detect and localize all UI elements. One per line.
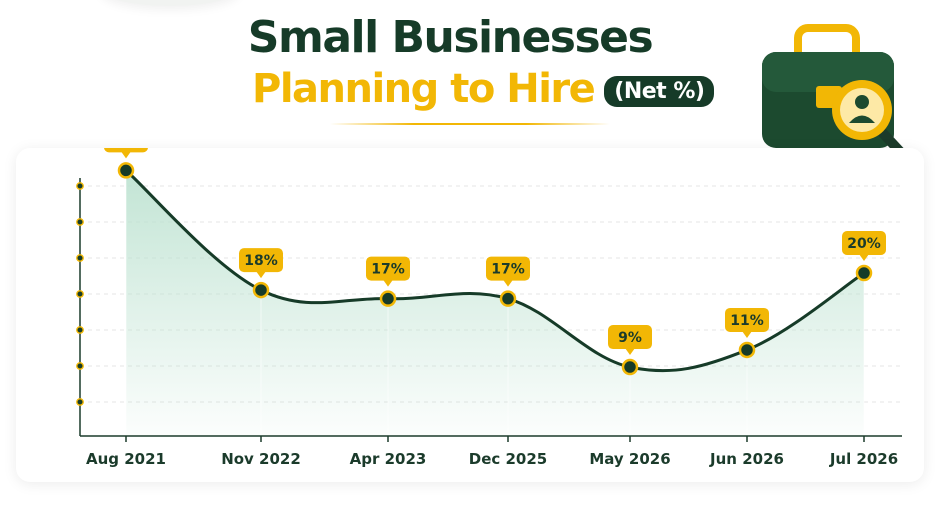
title-row-2: Planning to Hire (Net %) <box>252 66 715 112</box>
data-label-box-3 <box>486 256 530 281</box>
data-label-1: 18% <box>244 253 278 269</box>
line-chart: Aug 2021 Nov 2022 Apr 2023 Dec 2025 May 2026… <box>76 148 902 468</box>
net-percent-badge: (Net %) <box>604 75 715 107</box>
data-point-3 <box>499 290 517 307</box>
x-tick-label-2: Apr 2023 <box>350 450 427 468</box>
y-axis-tick-1 <box>76 218 84 226</box>
data-label-4: 9% <box>618 330 642 346</box>
y-axis-tick-6 <box>76 398 84 406</box>
data-label-pointer-3 <box>503 279 513 287</box>
data-point-1 <box>252 281 270 299</box>
data-label-pointer-1 <box>256 271 266 279</box>
x-tick-label-6: Jul 2026 <box>829 450 898 468</box>
data-label-3: 17% <box>491 262 525 278</box>
y-axis-tick-2 <box>76 254 84 262</box>
data-label-box-6 <box>842 231 886 255</box>
data-label-box-2 <box>366 256 410 281</box>
title-line-1: Small Businesses <box>247 12 654 63</box>
data-point-5 <box>738 341 756 359</box>
data-label-pointer-4 <box>625 348 635 356</box>
data-label-6: 20% <box>847 236 881 252</box>
data-point-0 <box>117 162 135 179</box>
data-label-5: 11% <box>730 313 764 329</box>
data-point-6 <box>855 264 873 282</box>
area-fill <box>126 170 864 436</box>
title-line-2: Planning to Hire <box>252 66 596 112</box>
x-tick-label-3: Dec 2025 <box>469 450 548 468</box>
data-label-2: 17% <box>371 262 405 278</box>
data-label-box-4 <box>608 325 652 350</box>
chart-card: Aug 2021 Nov 2022 Apr 2023 Dec 2025 May 2026… <box>16 148 924 482</box>
data-point-4 <box>621 358 639 376</box>
y-axis-tick-0 <box>76 182 84 190</box>
data-label-pointer-2 <box>383 279 393 287</box>
data-label-box-1 <box>239 248 283 273</box>
data-label-0: 32% <box>109 148 143 149</box>
y-axis-tick-5 <box>76 362 84 370</box>
x-tick-label-4: May 2026 <box>589 450 670 468</box>
decorative-blob <box>100 0 240 6</box>
title-underline <box>330 123 610 125</box>
x-tick-label-5: Jun 2026 <box>709 450 784 468</box>
y-axis-tick-3 <box>76 290 84 298</box>
data-label-pointer-6 <box>859 254 869 261</box>
data-label-pointer-5 <box>742 330 752 338</box>
y-axis-tick-4 <box>76 326 84 334</box>
data-label-box-0 <box>104 148 148 153</box>
x-tick-label-0: Aug 2021 <box>86 450 166 468</box>
data-label-pointer-0 <box>121 151 131 159</box>
data-label-box-5 <box>725 307 769 332</box>
data-point-2 <box>379 290 397 307</box>
x-tick-label-1: Nov 2022 <box>221 450 301 468</box>
